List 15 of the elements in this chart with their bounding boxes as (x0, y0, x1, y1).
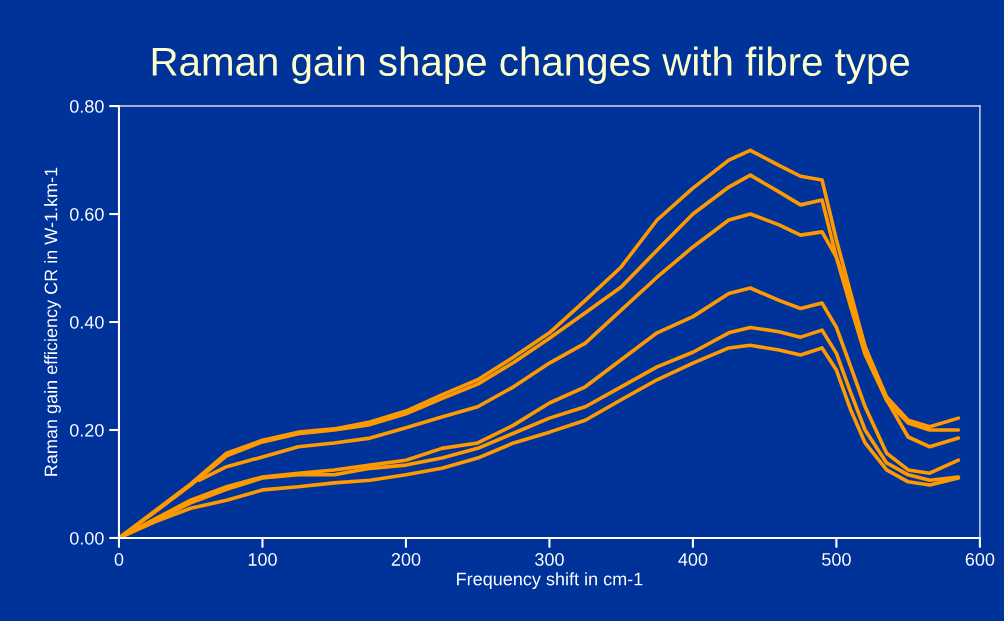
y-tick-label: 0.20 (69, 423, 104, 437)
chart-title: Raman gain shape changes with fibre type (152, 46, 909, 84)
x-tick-label: 600 (965, 553, 995, 566)
x-tick-label: 500 (822, 553, 851, 566)
y-tick-label: 0.40 (69, 315, 104, 329)
x-tick-label: 200 (391, 553, 421, 566)
y-tick-label: 0.00 (69, 531, 104, 545)
x-tick-label: 400 (678, 553, 708, 566)
x-tick-label: 100 (248, 553, 277, 566)
y-tick-label: 0.80 (69, 100, 104, 113)
x-tick-label: 300 (535, 553, 564, 566)
y-tick-label: 0.60 (69, 207, 104, 221)
x-axis-title: Frequency shift in cm-1 (457, 572, 643, 589)
x-tick-label: 0 (114, 553, 124, 566)
y-axis-title: Raman gain efficiency CR in W-1.km-1 (44, 167, 61, 476)
